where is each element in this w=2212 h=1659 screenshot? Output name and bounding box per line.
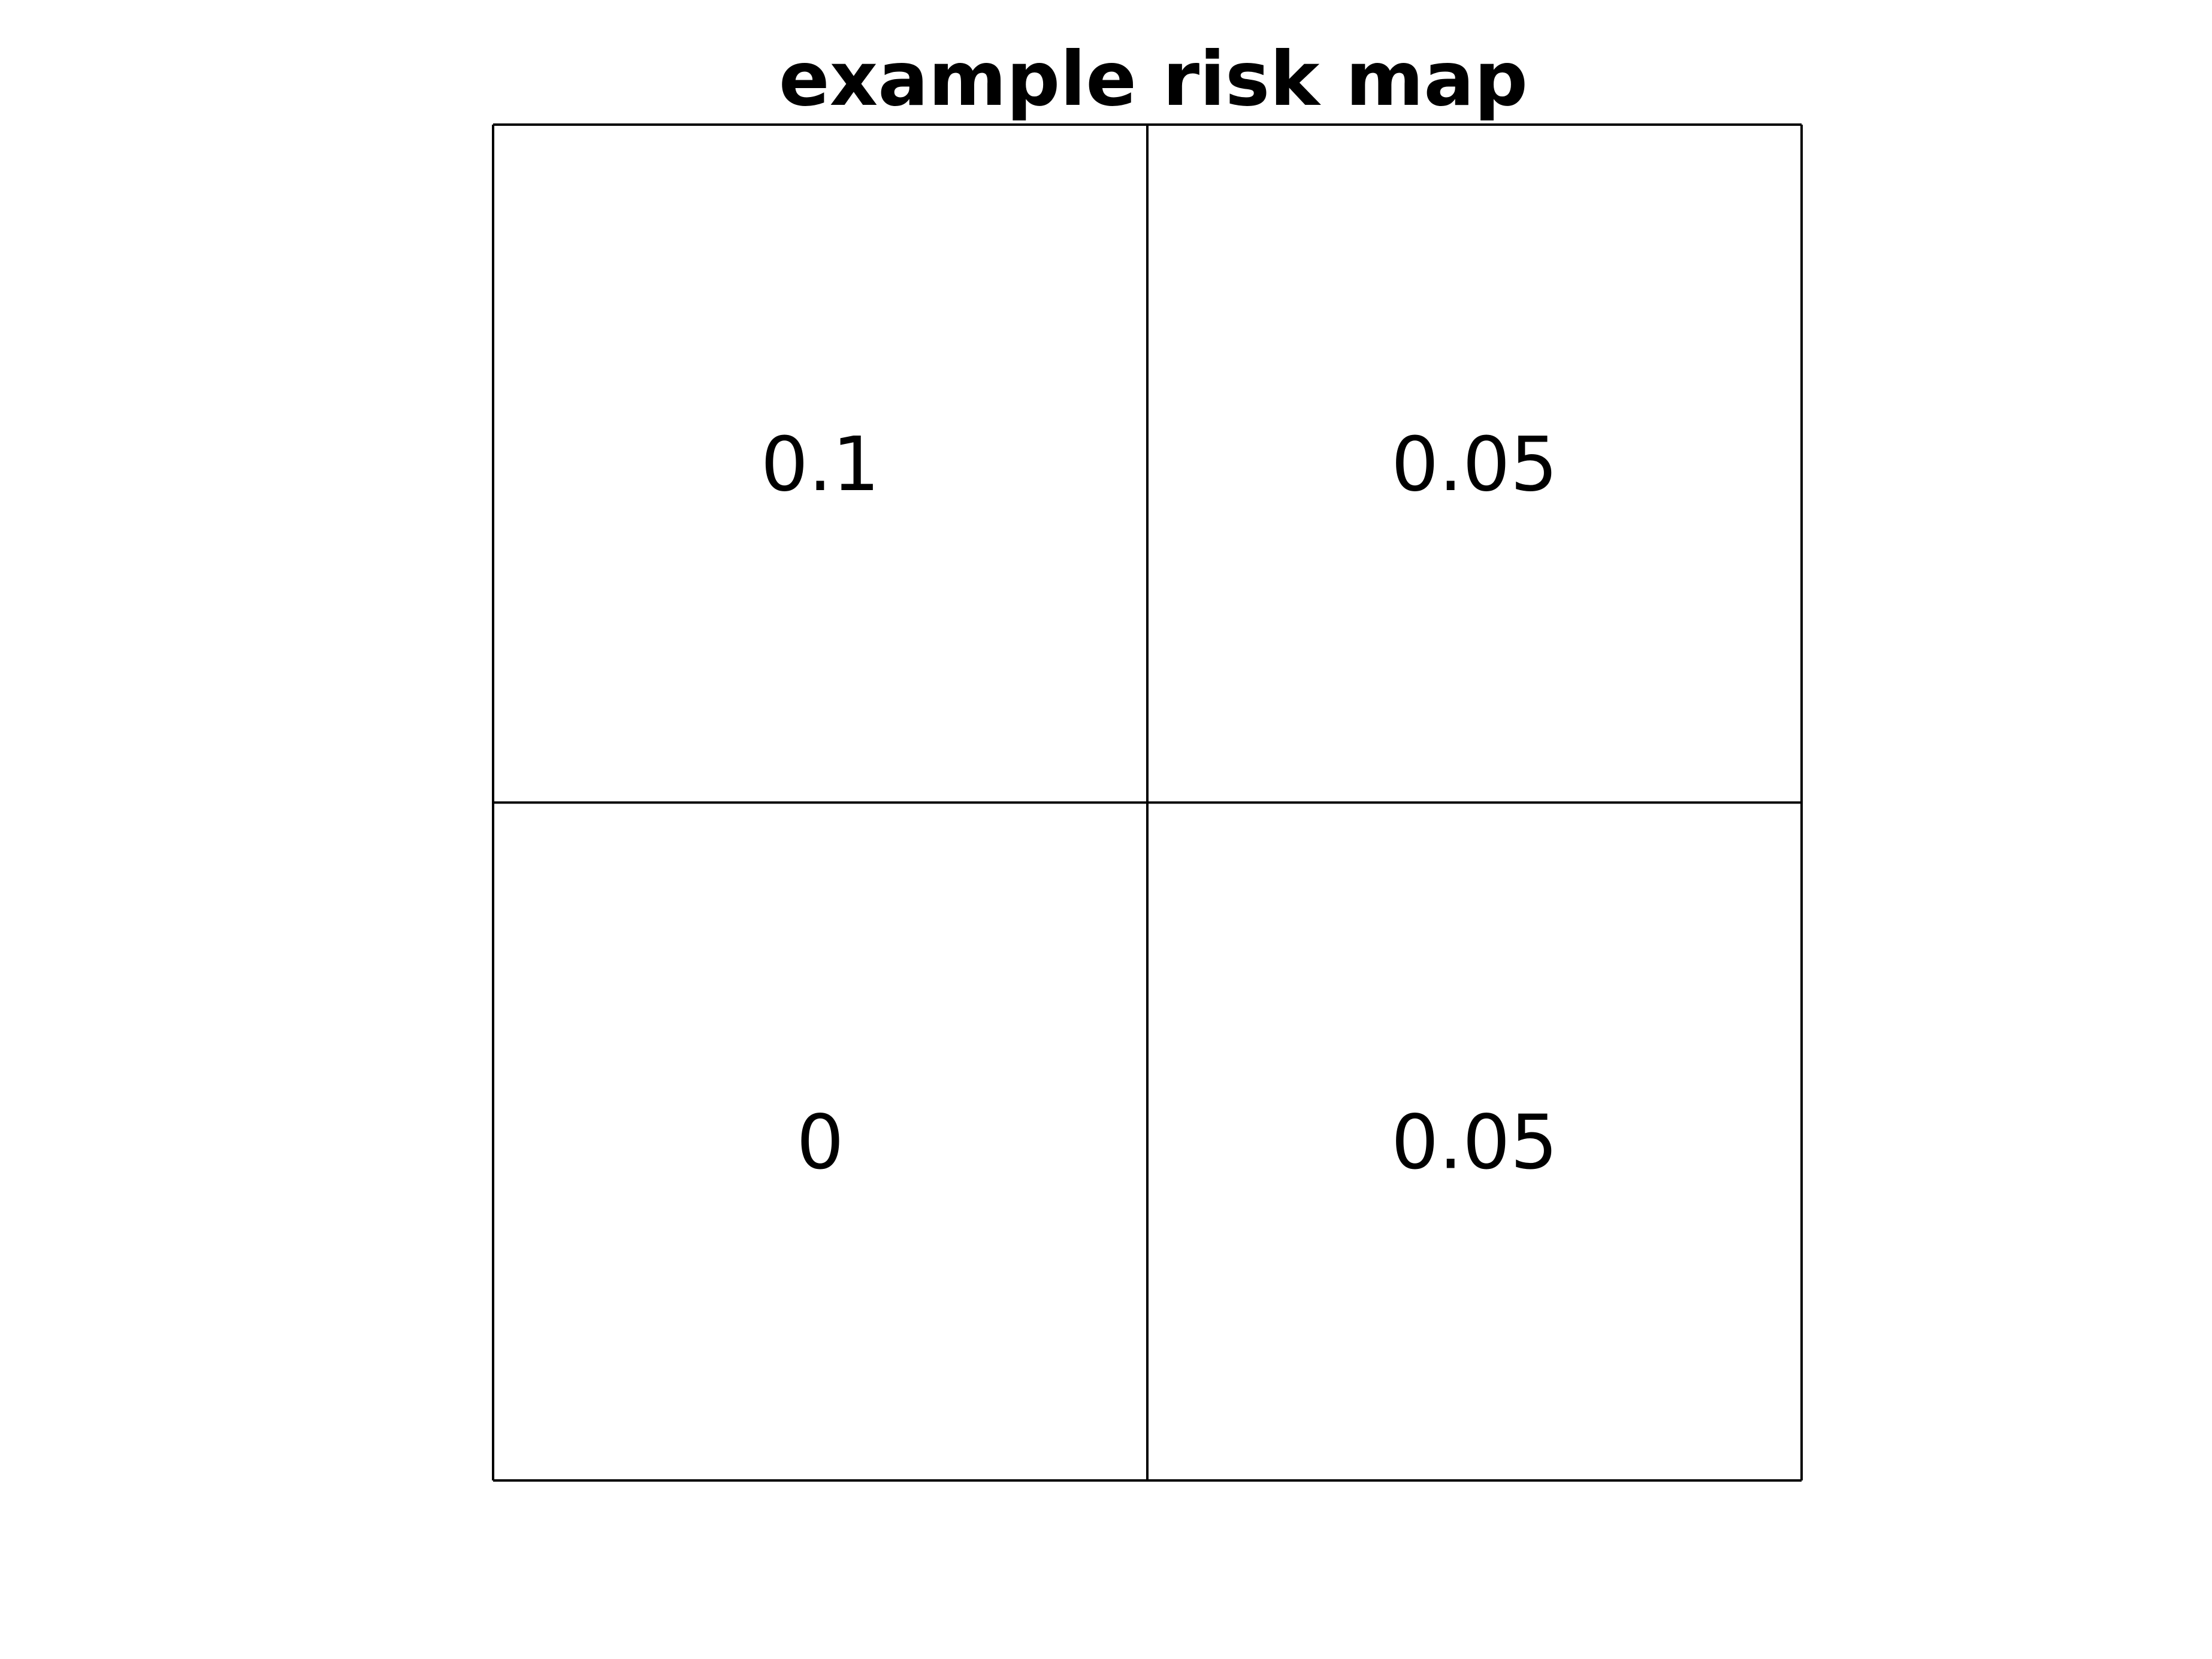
cell-value-label: 0 xyxy=(796,1099,844,1186)
cell-value-label: 0.1 xyxy=(761,421,880,508)
cell-value-label: 0.05 xyxy=(1391,1099,1558,1186)
heatmap-grid xyxy=(492,123,1803,1482)
heatmap-cells xyxy=(493,125,1802,1480)
heatmap-cell-r1-c0 xyxy=(493,802,1147,1480)
cell-value-label: 0.05 xyxy=(1391,421,1558,508)
heatmap-cell-labels: 0.1 0.05 0 0.05 xyxy=(761,421,1558,1186)
heatmap-cell-r0-c0 xyxy=(493,125,1147,803)
chart-title: example risk map xyxy=(779,36,1528,123)
heatmap-cell-r1-c1 xyxy=(1147,802,1802,1480)
heatmap-cell-r0-c1 xyxy=(1147,125,1802,803)
